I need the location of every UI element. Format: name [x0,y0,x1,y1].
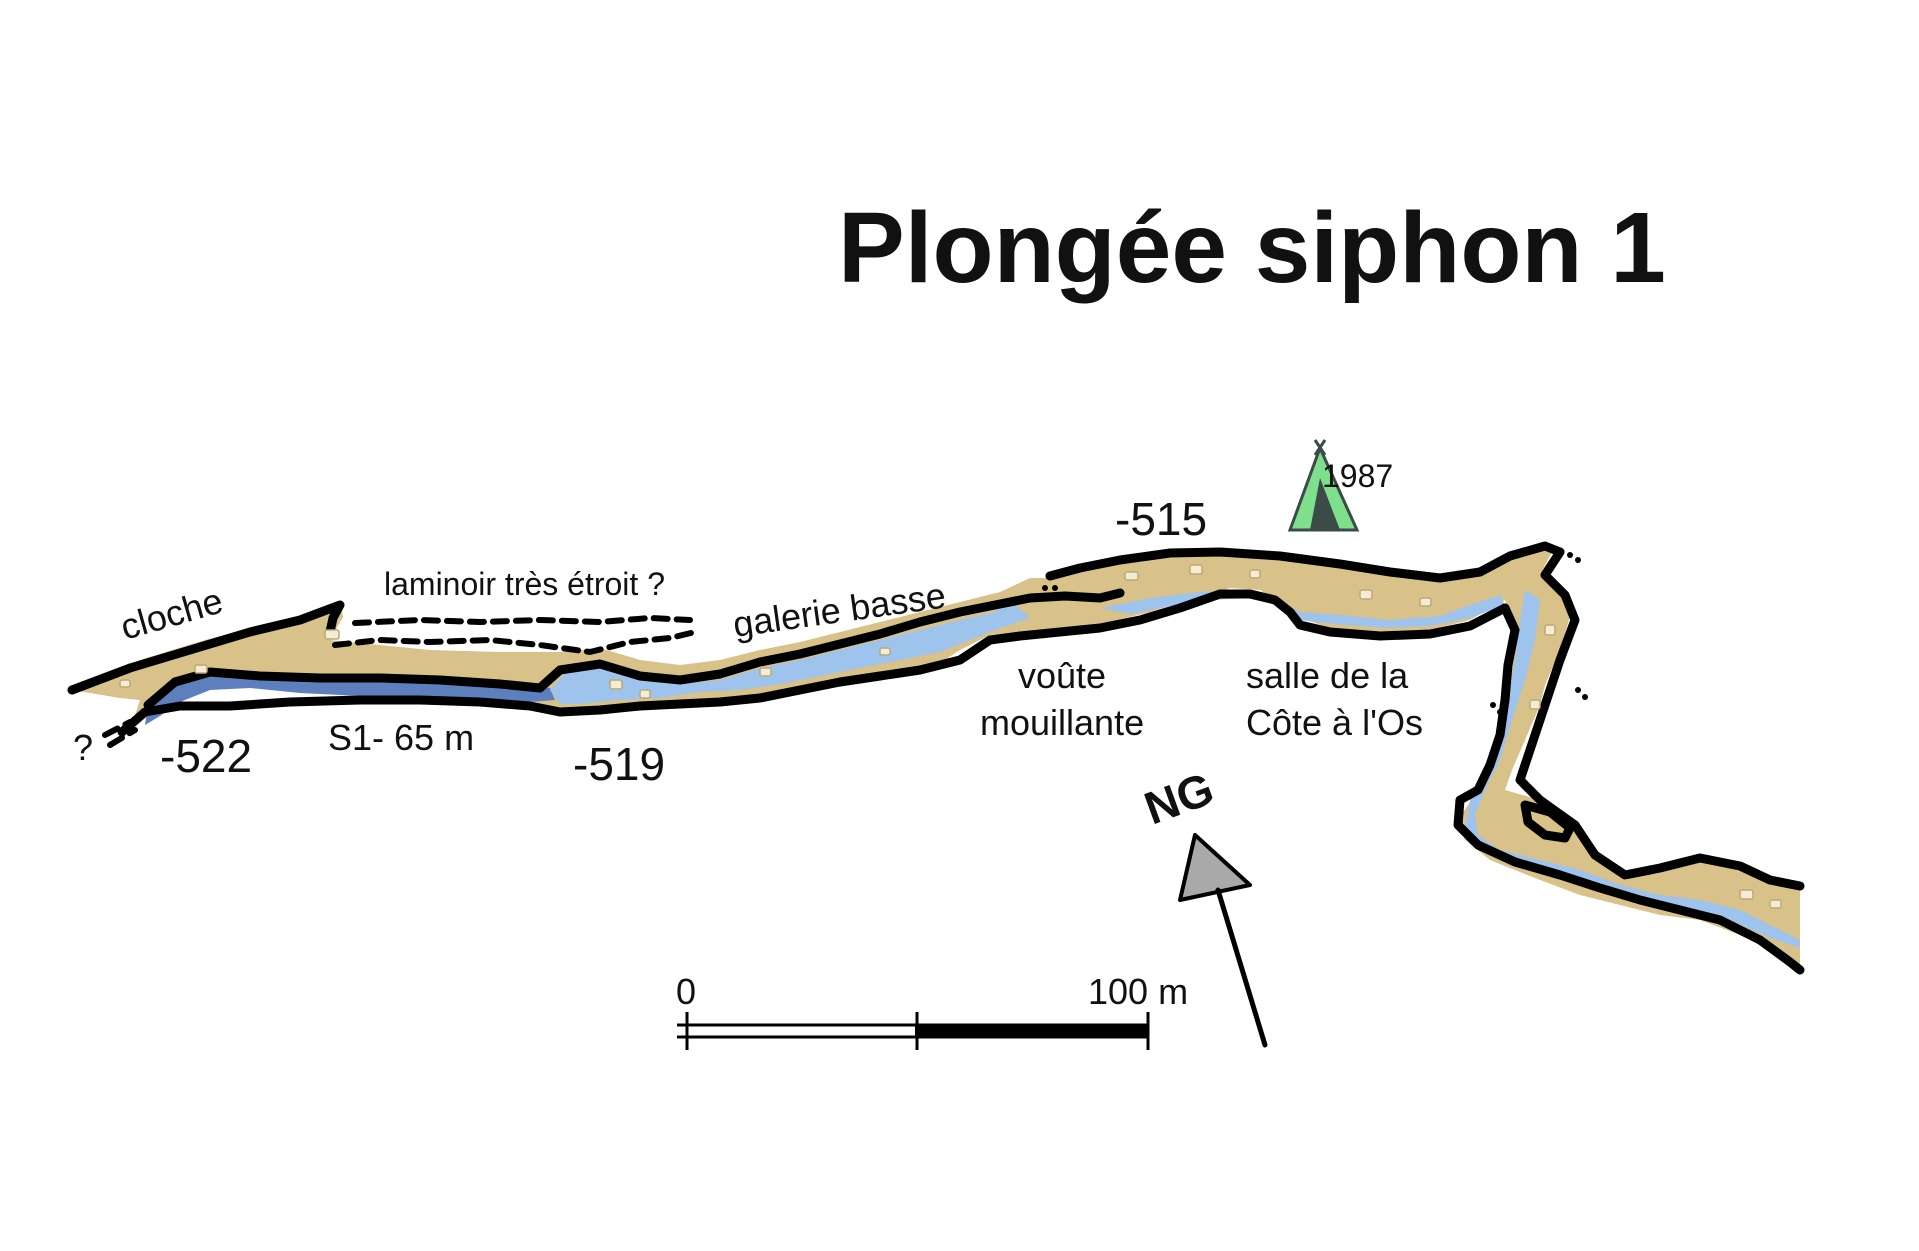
tent-icon [1287,439,1360,532]
rock-pillar [1520,800,1575,843]
bivouac-year: 1987 [1322,458,1393,494]
stream-channel-1 [550,600,1030,704]
wall-north-main [1045,541,1565,583]
depth-519: -519 [573,738,665,790]
label-siphon: S1- 65 m [328,717,474,758]
label-laminoir: laminoir très étroit ? [384,566,665,602]
unexplored-passage [102,719,138,748]
wall-north [67,600,345,695]
wall-south-main [117,589,1510,737]
label-voute-line1: voûte [1018,655,1106,696]
scale-end-label: 100 m [1088,971,1188,1012]
label-salle-line2: Côte à l'Os [1246,702,1423,743]
wall-east-branch [1515,547,1805,891]
scale-bar: 0 100 m [676,971,1188,1050]
scale-start-label: 0 [676,971,696,1012]
depth-522: -522 [160,730,252,782]
label-voute-line2: mouillante [980,702,1144,743]
north-label: NG [1138,762,1221,834]
wall-west-branch [1453,603,1805,975]
label-cloche: cloche [116,580,227,648]
boulders [119,564,1782,909]
laminoir-outline-top [352,614,693,626]
passage-continuation-marks [1042,552,1588,715]
wall-cloche-inner [143,588,1125,710]
cave-passage [67,541,1805,975]
laminoir-outline-bottom [332,629,698,656]
label-salle-line1: salle de la [1246,655,1409,696]
label-question: ? [73,727,93,768]
depth-515: -515 [1115,493,1207,545]
map-title: Plongée siphon 1 [838,192,1666,304]
